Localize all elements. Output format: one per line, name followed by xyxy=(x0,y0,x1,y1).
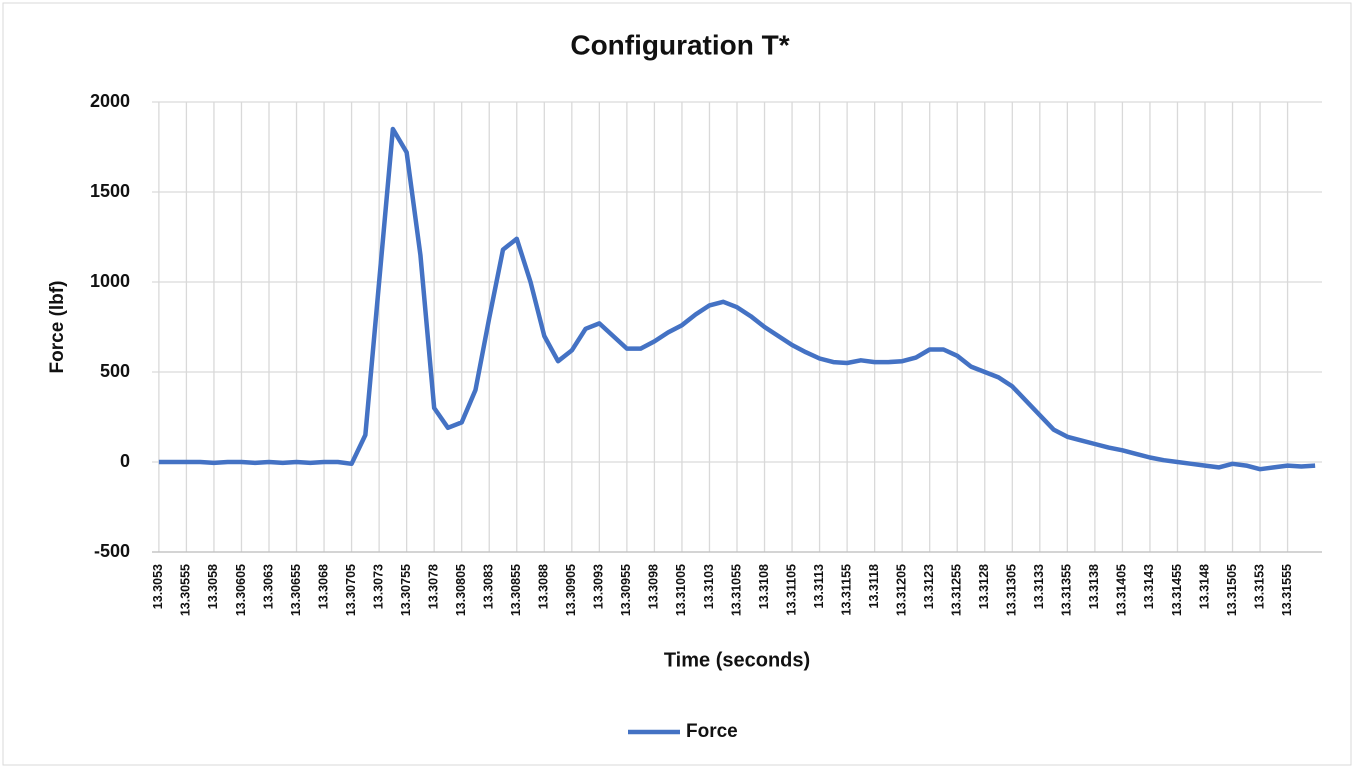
x-tick-label: 13.3063 xyxy=(261,564,275,609)
x-tick-label: 13.31505 xyxy=(1225,564,1239,616)
x-tick-label: 13.3113 xyxy=(812,564,826,609)
x-tick-label: 13.3088 xyxy=(537,564,551,609)
x-tick-label: 13.3053 xyxy=(151,564,165,609)
x-tick-label: 13.3118 xyxy=(867,564,881,609)
y-tick-label: -500 xyxy=(94,541,130,561)
x-tick-label: 13.31105 xyxy=(784,564,798,615)
x-tick-label: 13.30605 xyxy=(234,564,248,616)
line-series xyxy=(158,126,1316,472)
y-tick-label: 2000 xyxy=(90,91,130,111)
x-tick-label: 13.3073 xyxy=(371,564,385,609)
x-tick-label: 13.3153 xyxy=(1252,564,1266,609)
x-tick-label: 13.3143 xyxy=(1142,564,1156,609)
y-tick-label: 0 xyxy=(120,451,130,471)
x-tick-label: 13.31055 xyxy=(729,564,743,616)
x-tick-label: 13.30555 xyxy=(179,564,193,616)
x-tick-label: 13.3058 xyxy=(206,564,220,609)
x-tick-label: 13.31255 xyxy=(950,564,964,616)
x-tick-label: 13.3133 xyxy=(1032,564,1046,609)
x-tick-label: 13.31205 xyxy=(894,564,908,616)
x-tick-label: 13.30805 xyxy=(454,564,468,616)
x-tick-label: 13.31005 xyxy=(674,564,688,616)
x-tick-label: 13.30905 xyxy=(564,564,578,616)
x-tick-label: 13.31405 xyxy=(1115,564,1129,616)
x-tick-label: 13.3148 xyxy=(1197,564,1211,609)
y-tick-label: 500 xyxy=(100,361,130,381)
x-tick-label: 13.30655 xyxy=(289,564,303,616)
x-tick-label: 13.31155 xyxy=(839,564,853,615)
x-tick-label: 13.3068 xyxy=(316,564,330,609)
x-tick-label: 13.3083 xyxy=(482,564,496,609)
legend-label: Force xyxy=(686,721,738,742)
x-tick-label: 13.3078 xyxy=(426,564,440,609)
y-axis-title: Force (lbf) xyxy=(47,281,68,374)
x-tick-label: 13.3108 xyxy=(757,564,771,609)
x-tick-label: 13.3103 xyxy=(702,564,716,609)
y-tick-label: 1500 xyxy=(90,181,130,201)
x-tick-label: 13.31555 xyxy=(1280,564,1294,616)
x-axis-title: Time (seconds) xyxy=(664,649,810,671)
x-tick-label: 13.3123 xyxy=(922,564,936,609)
x-tick-label: 13.31305 xyxy=(1005,564,1019,616)
x-tick-label: 13.30755 xyxy=(399,564,413,616)
x-tick-label: 13.3138 xyxy=(1087,564,1101,609)
x-tick-label: 13.3093 xyxy=(592,564,606,609)
x-tick-label: 13.3098 xyxy=(647,564,661,609)
x-tick-label: 13.30705 xyxy=(344,564,358,616)
x-tick-label: 13.30955 xyxy=(619,564,633,616)
chart-title: Configuration T* xyxy=(570,29,789,60)
x-tick-label: 13.30855 xyxy=(509,564,523,616)
x-tick-label: 13.31455 xyxy=(1170,564,1184,616)
y-tick-label: 1000 xyxy=(90,271,130,291)
x-tick-label: 13.3128 xyxy=(977,564,991,609)
x-tick-label: 13.31355 xyxy=(1060,564,1074,616)
